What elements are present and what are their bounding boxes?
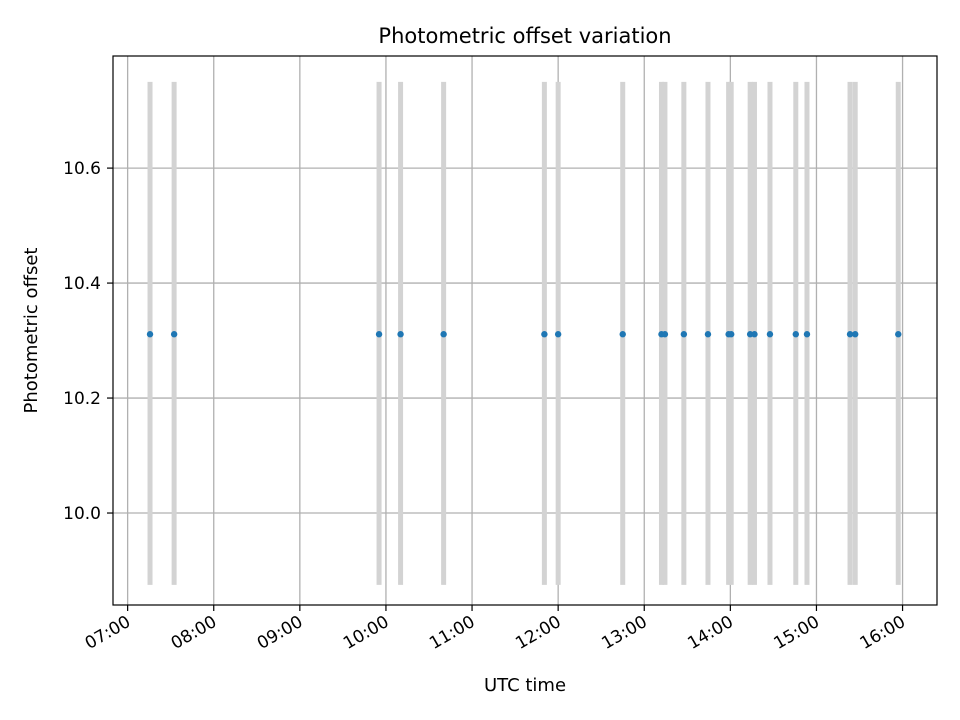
x-tick-label: 16:00 [857, 612, 909, 654]
x-axis-label: UTC time [484, 675, 566, 696]
x-tick-label: 09:00 [254, 612, 306, 654]
data-point [661, 331, 669, 338]
y-tick-label: 10.6 [63, 159, 101, 179]
chart-title: Photometric offset variation [378, 24, 671, 48]
data-point [375, 331, 383, 338]
data-point [170, 331, 178, 338]
x-tick-label: 15:00 [771, 612, 823, 654]
data-point [619, 331, 626, 338]
data-point [146, 331, 154, 338]
data-point [728, 331, 735, 338]
data-point [846, 331, 854, 338]
x-tick-label: 13:00 [598, 612, 650, 654]
data-point [895, 331, 902, 338]
grid-lines [113, 56, 937, 605]
x-tick-label: 07:00 [82, 612, 134, 654]
data-point [541, 331, 548, 338]
y-tick-label: 10.0 [63, 504, 101, 524]
data-point [704, 331, 712, 338]
x-ticks: 07:00 08:00 09:00 10:00 11:00 12:00 13:00 14:00… [82, 605, 909, 654]
data-point [397, 331, 404, 338]
x-tick-label: 10:00 [340, 612, 392, 654]
y-ticks: 10.0 10.2 10.4 10.6 [63, 159, 113, 524]
y-tick-label: 10.4 [63, 274, 101, 294]
error-bars [147, 81, 901, 585]
data-points [146, 331, 902, 338]
plot-frame [112, 55, 938, 606]
x-tick-label: 11:00 [426, 612, 478, 654]
data-point [440, 331, 447, 338]
data-point [803, 331, 811, 338]
x-tick-label: 12:00 [512, 612, 564, 654]
data-point [751, 331, 758, 338]
data-point [554, 331, 562, 338]
x-tick-label: 08:00 [168, 612, 220, 654]
y-axis-label: Photometric offset [21, 248, 42, 414]
x-tick-label: 14:00 [684, 612, 736, 654]
data-point [766, 331, 774, 338]
y-tick-label: 10.2 [63, 389, 101, 409]
data-point [680, 331, 688, 338]
data-point [792, 331, 799, 338]
data-point [852, 331, 859, 338]
